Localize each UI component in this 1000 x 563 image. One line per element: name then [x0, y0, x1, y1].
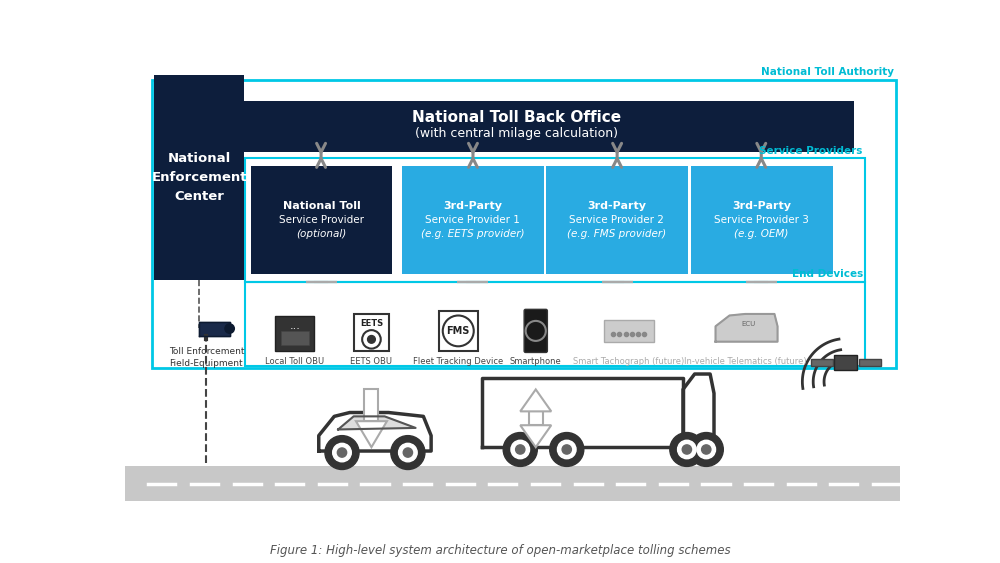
Text: Service Provider 3: Service Provider 3 [714, 215, 809, 225]
Text: ...: ... [289, 320, 300, 330]
Bar [439, 311, 478, 351]
Circle shape [399, 443, 417, 462]
Bar [859, 359, 881, 367]
Bar [364, 390, 378, 421]
Bar [691, 166, 833, 274]
Polygon shape [716, 314, 778, 342]
Bar [251, 166, 392, 274]
Text: (with central milage calculation): (with central milage calculation) [415, 127, 618, 140]
Bar [179, 101, 854, 152]
Text: (e.g. OEM): (e.g. OEM) [734, 229, 789, 239]
Text: (optional): (optional) [296, 229, 347, 239]
Text: (e.g. EETS provider): (e.g. EETS provider) [421, 229, 524, 239]
Text: EETS: EETS [360, 319, 383, 328]
Bar [529, 412, 543, 425]
Text: Smartphone: Smartphone [510, 357, 562, 366]
Text: National Toll Back Office: National Toll Back Office [412, 110, 621, 125]
Circle shape [403, 448, 413, 457]
Circle shape [391, 436, 425, 470]
Polygon shape [319, 413, 431, 451]
Bar [152, 80, 896, 368]
Text: Service Provider: Service Provider [279, 215, 364, 225]
Polygon shape [356, 421, 387, 447]
Bar [245, 158, 865, 282]
Circle shape [562, 445, 571, 454]
Text: (e.g. FMS provider): (e.g. FMS provider) [567, 229, 666, 239]
Polygon shape [482, 378, 683, 447]
Circle shape [689, 432, 723, 466]
Text: End Devices: End Devices [792, 269, 863, 279]
Text: ECU: ECU [742, 321, 756, 327]
Bar [125, 466, 900, 501]
Bar [834, 355, 857, 370]
Bar [154, 75, 244, 280]
Text: EETS OBU: EETS OBU [350, 357, 392, 366]
Circle shape [224, 323, 235, 334]
Circle shape [697, 440, 716, 459]
Circle shape [511, 440, 530, 459]
Circle shape [325, 436, 359, 470]
FancyBboxPatch shape [524, 309, 547, 352]
Polygon shape [520, 425, 551, 447]
Text: National Toll: National Toll [283, 201, 360, 211]
Bar [811, 359, 833, 367]
Polygon shape [683, 374, 714, 447]
Circle shape [333, 443, 351, 462]
Text: 3rd-Party: 3rd-Party [587, 201, 646, 211]
Bar [245, 282, 865, 367]
Text: National
Enforcement
Center: National Enforcement Center [151, 152, 247, 203]
Bar [402, 166, 544, 274]
Circle shape [368, 336, 375, 343]
Text: In-vehicle Telematics (future): In-vehicle Telematics (future) [684, 357, 806, 366]
Bar [546, 166, 688, 274]
Bar [354, 314, 389, 351]
Text: Smart Tachograph (future): Smart Tachograph (future) [573, 357, 684, 366]
Text: 3rd-Party: 3rd-Party [732, 201, 791, 211]
Circle shape [557, 440, 576, 459]
Circle shape [678, 440, 696, 459]
Polygon shape [338, 417, 416, 430]
Circle shape [682, 445, 692, 454]
Bar [275, 316, 314, 351]
Text: 3rd-Party: 3rd-Party [443, 201, 502, 211]
Circle shape [670, 432, 704, 466]
Bar [604, 320, 654, 342]
Text: Local Toll OBU: Local Toll OBU [265, 357, 324, 366]
Circle shape [550, 432, 584, 466]
Text: Service Provider 1: Service Provider 1 [425, 215, 520, 225]
Text: National Toll Authority: National Toll Authority [761, 67, 894, 77]
Bar [281, 331, 309, 345]
Text: FMS: FMS [447, 326, 470, 336]
Text: Figure 1: High-level system architecture of open-marketplace tolling schemes: Figure 1: High-level system architecture… [270, 544, 730, 557]
Polygon shape [520, 390, 551, 412]
Text: Fleet Tracking Device: Fleet Tracking Device [413, 357, 503, 366]
Circle shape [503, 432, 537, 466]
Circle shape [337, 448, 347, 457]
Polygon shape [199, 321, 230, 336]
Circle shape [702, 445, 711, 454]
Text: Service Providers: Service Providers [759, 146, 863, 156]
Text: Service Provider 2: Service Provider 2 [569, 215, 664, 225]
Text: Toll Enforcement
Field-Equipment: Toll Enforcement Field-Equipment [169, 347, 244, 368]
Circle shape [516, 445, 525, 454]
